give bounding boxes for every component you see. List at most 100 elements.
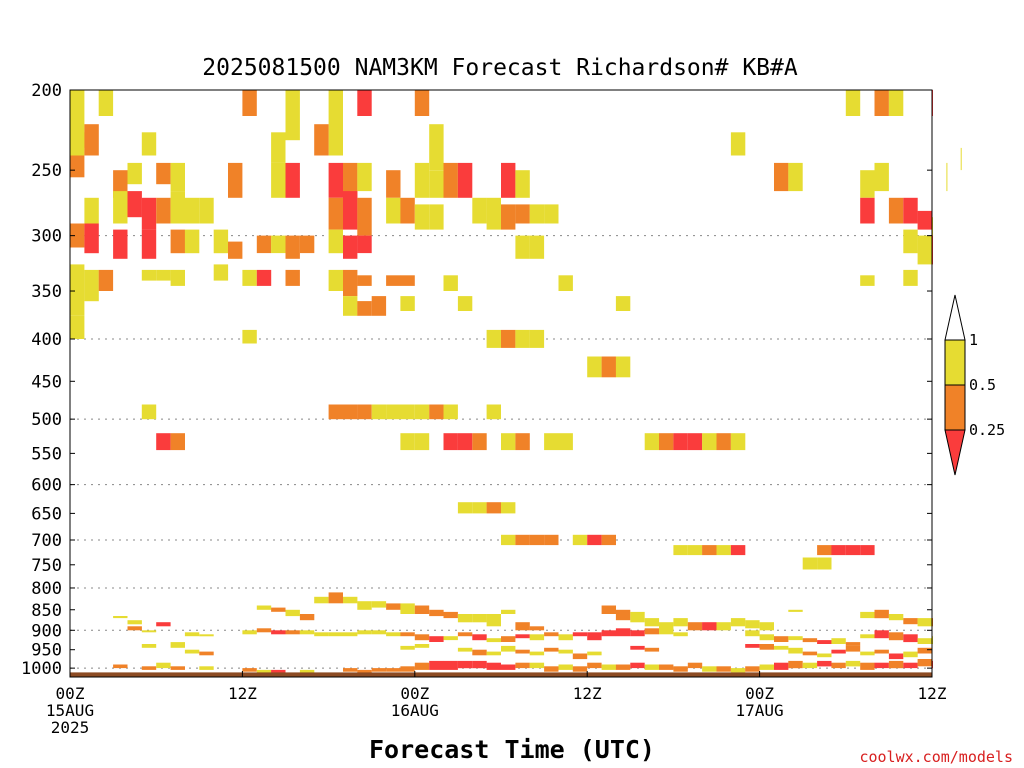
ri-cell: [888, 660, 904, 669]
ri-cell: [472, 197, 487, 224]
ri-cell: [228, 241, 243, 259]
ri-cell: [228, 162, 243, 198]
ri-cell: [414, 162, 430, 198]
ri-cell: [299, 669, 315, 674]
ri-cell: [184, 632, 200, 637]
ri-cell: [400, 433, 415, 451]
ri-cell: [271, 162, 286, 198]
ri-cell: [199, 651, 214, 656]
ri-cell: [544, 647, 559, 652]
colorbar-bottom-arrow: [944, 429, 966, 476]
ri-cell: [414, 204, 430, 230]
ri-cell: [615, 296, 631, 311]
ri-cell: [802, 638, 818, 643]
ri-cell: [271, 669, 286, 674]
ri-cell: [414, 634, 430, 641]
ri-cell: [558, 634, 573, 641]
ri-cell: [371, 668, 387, 672]
ri-cell: [587, 662, 602, 669]
ri-cell: [874, 162, 889, 192]
ri-cell: [443, 433, 458, 451]
ri-cell: [400, 645, 415, 650]
ri-cell: [156, 197, 171, 224]
ri-cell: [343, 668, 358, 672]
ri-cell: [716, 666, 731, 672]
ri-cell: [544, 666, 559, 672]
ri-cell: [141, 666, 157, 670]
ri-cell: [501, 329, 516, 348]
ri-cell: [917, 618, 932, 627]
x-tick-label: 2025: [51, 718, 90, 737]
y-tick-label: 700: [31, 531, 62, 551]
colorbar-level-label: 0.5: [969, 376, 996, 394]
colorbar-swatch-yellow: [944, 339, 966, 386]
ri-cell: [745, 666, 760, 672]
ri-cell: [443, 660, 458, 670]
ri-cell: [515, 235, 530, 259]
ri-cell: [472, 502, 487, 514]
ri-cell: [659, 664, 674, 670]
ri-cell: [242, 90, 257, 116]
ri-cell: [759, 664, 774, 670]
ri-cell: [544, 632, 559, 637]
ri-cell: [903, 662, 918, 669]
ri-cell: [845, 642, 861, 646]
x-tick-label: 00Z: [745, 684, 774, 703]
ri-cell: [156, 622, 171, 627]
ri-cell: [716, 545, 731, 556]
ri-cell: [788, 660, 803, 669]
ri-cell: [127, 620, 142, 625]
y-tick-label: 900: [31, 621, 62, 641]
ri-cell: [759, 634, 774, 641]
ri-cell: [774, 162, 789, 192]
ri-cell: [802, 651, 818, 656]
ri-cell: [457, 647, 473, 652]
ri-cell: [457, 296, 473, 311]
ri-cell: [357, 275, 372, 286]
ri-cell: [960, 147, 962, 171]
gridlines: [70, 235, 932, 669]
ri-cell: [515, 433, 530, 451]
ground-surface: [70, 672, 932, 677]
ri-cell: [601, 664, 616, 670]
ri-cell: [888, 653, 904, 660]
ri-cell: [414, 404, 430, 420]
ri-cell: [745, 630, 760, 637]
ri-cell: [874, 662, 889, 669]
ri-cell: [687, 622, 703, 631]
ri-cell: [443, 162, 458, 198]
colorbar: 1 0.5 0.25: [944, 294, 1005, 476]
ri-cell: [673, 632, 688, 637]
ri-cell: [371, 601, 387, 608]
ri-cell: [443, 275, 458, 291]
ri-cell: [515, 204, 530, 224]
ri-cell: [472, 433, 487, 451]
ri-cell: [328, 592, 343, 604]
y-tick-label: 200: [31, 81, 62, 101]
ri-cell: [817, 545, 832, 556]
ri-cell: [113, 229, 128, 259]
ri-cell: [515, 329, 530, 348]
ri-cell: [774, 636, 789, 642]
ri-cell: [343, 296, 358, 316]
ri-cell: [84, 124, 99, 156]
ri-cell: [285, 90, 300, 141]
ri-cell: [529, 204, 545, 224]
ri-cell: [903, 269, 918, 286]
ri-cell: [414, 90, 430, 116]
ri-cell: [817, 640, 832, 644]
ri-cell: [874, 609, 889, 619]
x-tick-label: 12Z: [918, 684, 947, 703]
ri-cell: [357, 235, 372, 254]
ri-cell: [328, 404, 343, 420]
ri-cell: [414, 433, 430, 451]
ri-cell: [343, 162, 358, 198]
ri-cell: [457, 162, 473, 198]
ri-cell: [802, 662, 818, 669]
ri-cell: [156, 162, 171, 185]
colorbar-swatch-orange: [944, 384, 966, 431]
ri-cell: [687, 433, 703, 451]
ri-cell: [141, 269, 157, 281]
y-tick-label: 550: [31, 444, 62, 464]
ri-cell: [831, 638, 846, 644]
